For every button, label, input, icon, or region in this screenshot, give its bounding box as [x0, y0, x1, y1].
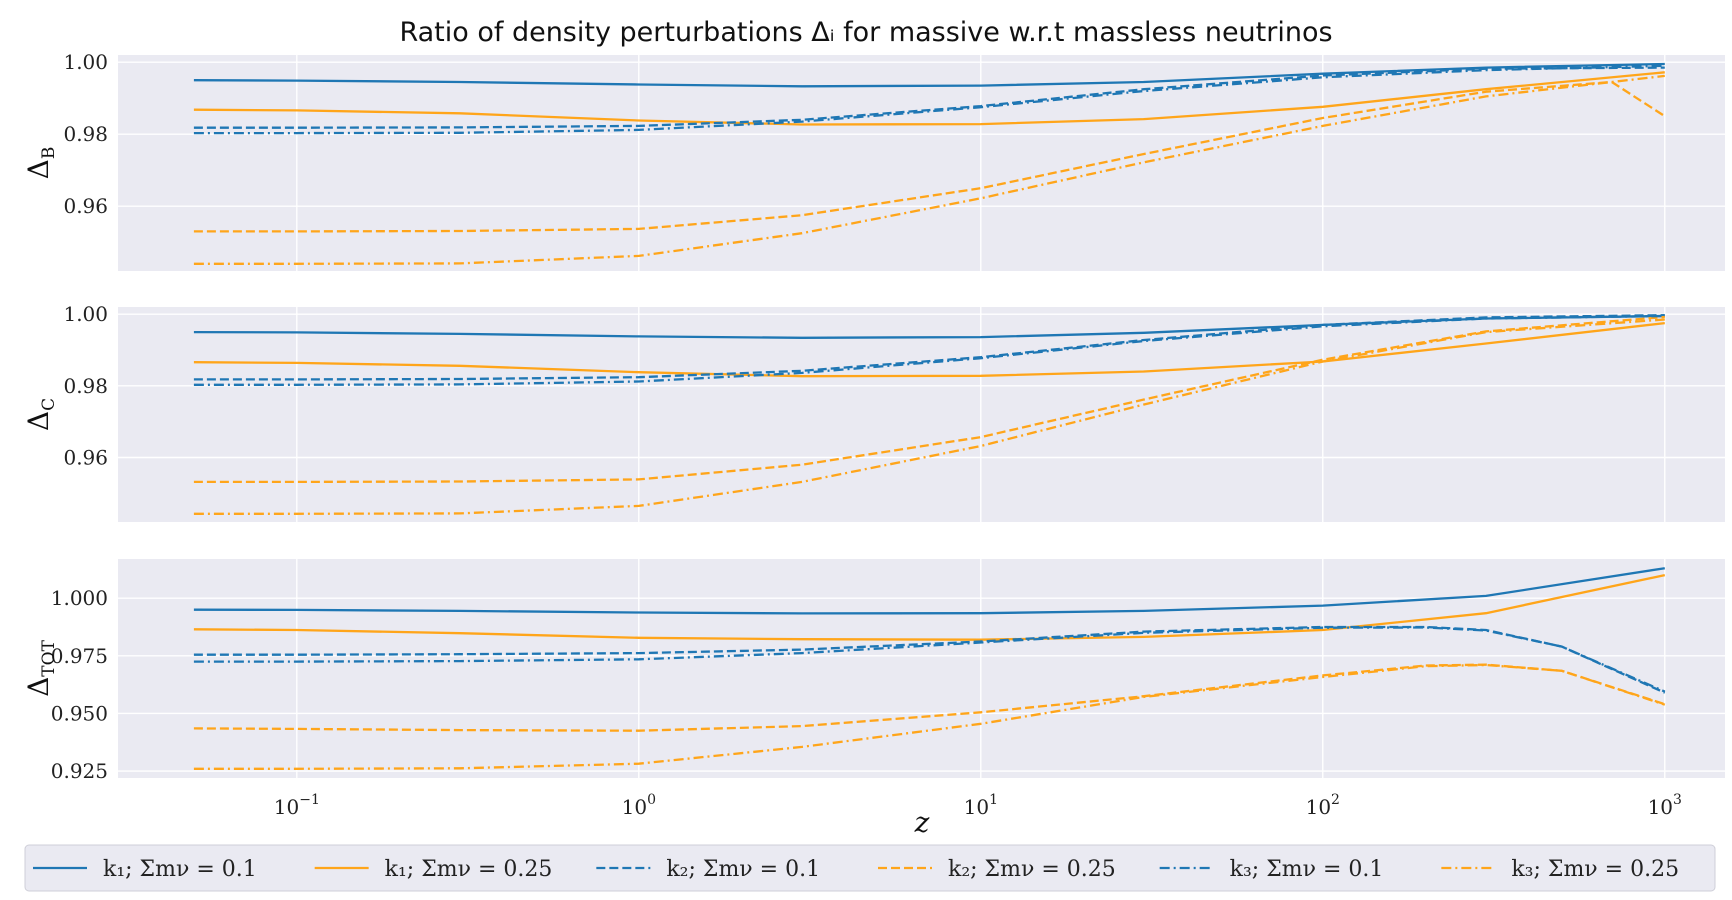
x-tick-base: 10 [1648, 795, 1673, 819]
x-tick-exponent: 1 [989, 792, 998, 808]
y-tick-label: 0.98 [63, 122, 108, 146]
legend-label: k₁; Σmν = 0.25 [385, 857, 553, 882]
legend: k₁; Σmν = 0.1 k₁; Σmν = 0.25 k₂; Σmν = 0.1… [24, 844, 1716, 892]
x-tick-label: 100 [622, 792, 656, 819]
y-axis-label-symbol: Δ [22, 411, 55, 431]
x-tick-label: 101 [964, 792, 998, 819]
panel-background [118, 55, 1725, 271]
series-line-blue-dashdot [193, 64, 1665, 135]
y-axis-label-symbol: Δ [22, 159, 55, 179]
y-axis-label-subscript: C [39, 398, 59, 411]
x-tick-base: 10 [1306, 795, 1331, 819]
x-tick-exponent: −1 [299, 792, 320, 808]
legend-label: k₂; Σmν = 0.25 [948, 857, 1116, 882]
panels: 0.960.981.00ΔB0.960.981.00ΔC0.9250.9500.… [22, 50, 1725, 819]
series-line-blue-dashed [193, 314, 1665, 381]
chart-title: Ratio of density perturbations Δᵢ for ma… [399, 17, 1332, 48]
x-tick-label: 103 [1648, 792, 1682, 819]
x-tick-exponent: 2 [1331, 792, 1340, 808]
y-tick-label: 0.98 [63, 374, 108, 398]
y-axis-label: ΔC [22, 398, 59, 431]
y-axis-label-subscript: TOT [39, 639, 59, 676]
y-tick-label: 1.00 [63, 50, 108, 74]
series-line-orange-dashdot [193, 318, 1665, 515]
series-line-orange-dashed [193, 80, 1666, 233]
x-tick-base: 10 [274, 795, 299, 819]
x-tick-base: 10 [964, 795, 989, 819]
panel-background [118, 559, 1725, 778]
y-tick-label: 0.975 [51, 644, 108, 668]
y-tick-label: 0.96 [63, 446, 108, 470]
y-axis-label: ΔTOT [22, 639, 59, 697]
y-tick-label: 1.000 [51, 586, 108, 610]
y-tick-label: 0.925 [51, 759, 108, 783]
series-group [193, 567, 1666, 770]
series-line-orange-dashed [193, 315, 1665, 484]
y-axis-label-subscript: B [39, 147, 59, 160]
y-tick-label: 0.96 [63, 194, 108, 218]
series-line-blue-solid [193, 62, 1665, 88]
legend-label: k₁; Σmν = 0.1 [103, 857, 257, 882]
x-tick-exponent: 3 [1673, 792, 1682, 808]
y-tick-label: 1.00 [63, 302, 108, 326]
y-axis-label-symbol: Δ [22, 677, 55, 697]
legend-label: k₃; Σmν = 0.25 [1511, 857, 1679, 882]
series-line-orange-solid [193, 71, 1665, 126]
series-line-blue-dashdot [193, 314, 1665, 386]
y-axis-label: ΔB [22, 147, 59, 180]
series-line-orange-solid [193, 321, 1665, 378]
legend-label: k₂; Σmν = 0.1 [666, 857, 820, 882]
panel-cdm: 0.96 0.98 1.00 ΔC [22, 302, 1725, 522]
series-line-orange-dashdot [193, 74, 1665, 265]
series-group [193, 314, 1665, 515]
y-tick-label: 0.950 [51, 701, 108, 725]
x-tick-label: 102 [1306, 792, 1340, 819]
x-tick-base: 10 [622, 795, 647, 819]
panel-background [118, 307, 1725, 522]
series-line-orange-solid [193, 573, 1666, 641]
x-tick-exponent: 0 [647, 792, 656, 808]
series-line-blue-dashed [193, 66, 1665, 129]
legend-frame [24, 844, 1716, 892]
series-group [193, 62, 1666, 265]
x-tick-label: 10−1 [274, 792, 320, 819]
series-line-blue-dashdot [193, 626, 1666, 693]
series-line-orange-dashed [193, 663, 1666, 732]
x-axis-label: z [914, 806, 930, 839]
series-line-blue-solid [193, 567, 1665, 615]
panel-baryons: 0.96 0.98 1.00 ΔB [22, 50, 1725, 271]
legend-label: k₃; Σmν = 0.1 [1230, 857, 1384, 882]
